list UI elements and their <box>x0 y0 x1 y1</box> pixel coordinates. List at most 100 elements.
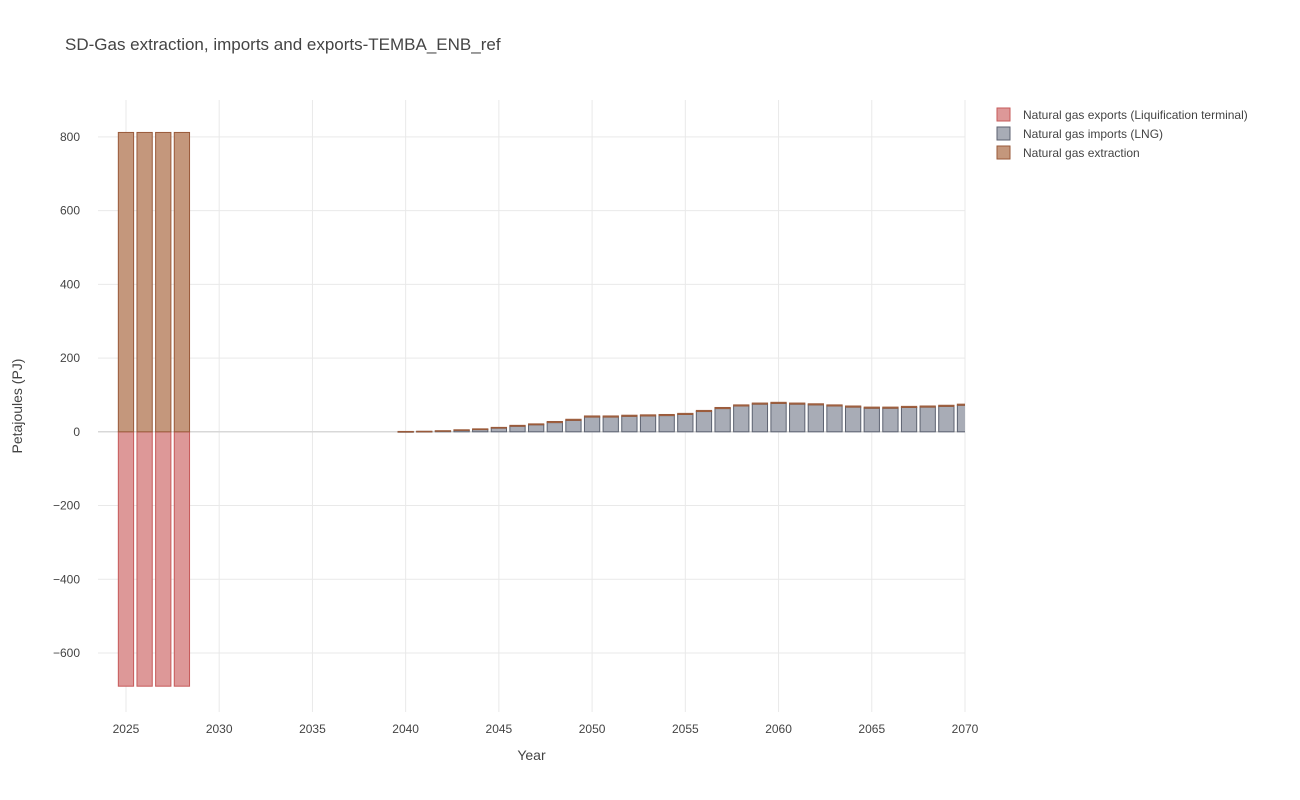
bar-series-1[interactable] <box>695 411 713 433</box>
bar-series-2[interactable] <box>751 402 769 405</box>
bar-series-2[interactable] <box>397 430 414 433</box>
x-tick-label: 2025 <box>113 722 140 736</box>
bar-series-1[interactable] <box>882 407 899 433</box>
bar-series-1[interactable] <box>621 415 638 433</box>
bar-series-1[interactable] <box>509 425 526 433</box>
bar-series-2[interactable] <box>155 131 172 433</box>
x-tick-label: 2045 <box>486 722 513 736</box>
bar-series-2[interactable] <box>770 401 787 404</box>
chart-title: SD-Gas extraction, imports and exports-T… <box>65 35 501 54</box>
bar-series-2[interactable] <box>416 430 433 433</box>
bar-series-1[interactable] <box>583 416 601 433</box>
bar-series-1[interactable] <box>714 408 731 433</box>
bars <box>117 131 972 687</box>
bar-series-1[interactable] <box>919 406 936 433</box>
x-tick-label: 2050 <box>579 722 606 736</box>
y-tick-label: 800 <box>60 130 80 144</box>
legend[interactable]: Natural gas exports (Liquification termi… <box>996 107 1248 160</box>
legend-label: Natural gas extraction <box>1023 146 1140 160</box>
bar-series-1[interactable] <box>639 415 657 433</box>
bar-series-2[interactable] <box>136 131 153 433</box>
y-tick-label: 0 <box>73 425 80 439</box>
bar-series-2[interactable] <box>472 428 489 431</box>
bar-series-1[interactable] <box>733 405 750 433</box>
bar-series-2[interactable] <box>733 404 750 407</box>
bar-series-2[interactable] <box>677 412 694 415</box>
x-tick-label: 2035 <box>299 722 326 736</box>
y-tick-label: 600 <box>60 204 80 218</box>
bar-series-2[interactable] <box>695 409 713 413</box>
bar-series-2[interactable] <box>826 404 843 407</box>
legend-item-0[interactable]: Natural gas exports (Liquification termi… <box>996 107 1248 122</box>
bar-series-1[interactable] <box>789 403 806 433</box>
y-axis-ticks: −600 −400 −200 0 200 400 600 800 <box>53 130 80 660</box>
x-tick-label: 2030 <box>206 722 233 736</box>
x-tick-label: 2040 <box>392 722 419 736</box>
bar-series-2[interactable] <box>528 423 545 426</box>
bar-series-2[interactable] <box>434 430 452 432</box>
bar-series-1[interactable] <box>546 422 563 433</box>
y-tick-label: −600 <box>53 646 80 660</box>
bar-series-1[interactable] <box>807 404 824 433</box>
bar-series-1[interactable] <box>658 415 675 433</box>
bar-series-2[interactable] <box>490 426 508 429</box>
bar-series-2[interactable] <box>863 406 880 409</box>
bar-series-2[interactable] <box>509 424 526 427</box>
bar-series-2[interactable] <box>173 131 191 433</box>
x-tick-label: 2060 <box>765 722 792 736</box>
bar-series-1[interactable] <box>770 402 787 433</box>
bar-series-2[interactable] <box>602 415 619 418</box>
bar-series-1[interactable] <box>844 406 862 433</box>
x-tick-label: 2065 <box>858 722 885 736</box>
bar-series-2[interactable] <box>807 403 824 406</box>
bar-series-1[interactable] <box>956 404 972 433</box>
bar-series-2[interactable] <box>621 414 638 417</box>
legend-swatch <box>996 126 1011 141</box>
x-tick-label: 2055 <box>672 722 699 736</box>
bar-series-2[interactable] <box>453 429 470 431</box>
bar-series-1[interactable] <box>751 403 769 433</box>
bar-series-2[interactable] <box>546 420 563 424</box>
bar-series-2[interactable] <box>714 406 731 410</box>
bar-series-1[interactable] <box>863 407 880 433</box>
legend-label: Natural gas exports (Liquification termi… <box>1023 108 1248 122</box>
bar-series-1[interactable] <box>490 427 508 433</box>
grid <box>98 100 966 712</box>
bar-series-1[interactable] <box>602 416 619 433</box>
bar-series-2[interactable] <box>844 405 862 408</box>
bar-series-2[interactable] <box>956 403 972 406</box>
bar-series-2[interactable] <box>658 413 675 417</box>
x-axis-ticks: 2025 2030 2035 2040 2045 2050 2055 2060 2065 2070 <box>113 722 979 736</box>
legend-swatch <box>996 145 1011 160</box>
x-axis-title: Year <box>517 747 546 763</box>
bar-series-2[interactable] <box>583 415 601 418</box>
bar-series-2[interactable] <box>900 405 918 408</box>
legend-label: Natural gas imports (LNG) <box>1023 127 1163 141</box>
legend-item-2[interactable]: Natural gas extraction <box>996 145 1140 160</box>
bar-series-2[interactable] <box>919 405 936 408</box>
legend-item-1[interactable]: Natural gas imports (LNG) <box>996 126 1163 141</box>
bar-series-1[interactable] <box>677 413 694 433</box>
bar-series-1[interactable] <box>528 424 545 433</box>
bar-series-1[interactable] <box>565 419 582 433</box>
bar-series-2[interactable] <box>117 131 135 433</box>
bar-series-1[interactable] <box>826 405 843 433</box>
bar-series-1[interactable] <box>900 406 918 433</box>
bar-series-2[interactable] <box>882 406 899 409</box>
y-tick-label: −200 <box>53 499 80 513</box>
bar-series-0[interactable] <box>136 431 153 687</box>
bar-series-2[interactable] <box>565 418 582 421</box>
bar-series-2[interactable] <box>789 402 806 405</box>
bar-series-0[interactable] <box>117 431 135 687</box>
bar-series-0[interactable] <box>173 431 191 687</box>
bar-series-0[interactable] <box>155 431 172 687</box>
bar-series-2[interactable] <box>639 414 657 417</box>
y-tick-label: −400 <box>53 572 80 586</box>
bar-series-1[interactable] <box>938 405 955 433</box>
y-tick-label: 200 <box>60 351 80 365</box>
y-tick-label: 400 <box>60 277 80 291</box>
y-axis-title: Petajoules (PJ) <box>9 359 25 454</box>
x-tick-label: 2070 <box>952 722 979 736</box>
bar-series-2[interactable] <box>938 404 955 407</box>
